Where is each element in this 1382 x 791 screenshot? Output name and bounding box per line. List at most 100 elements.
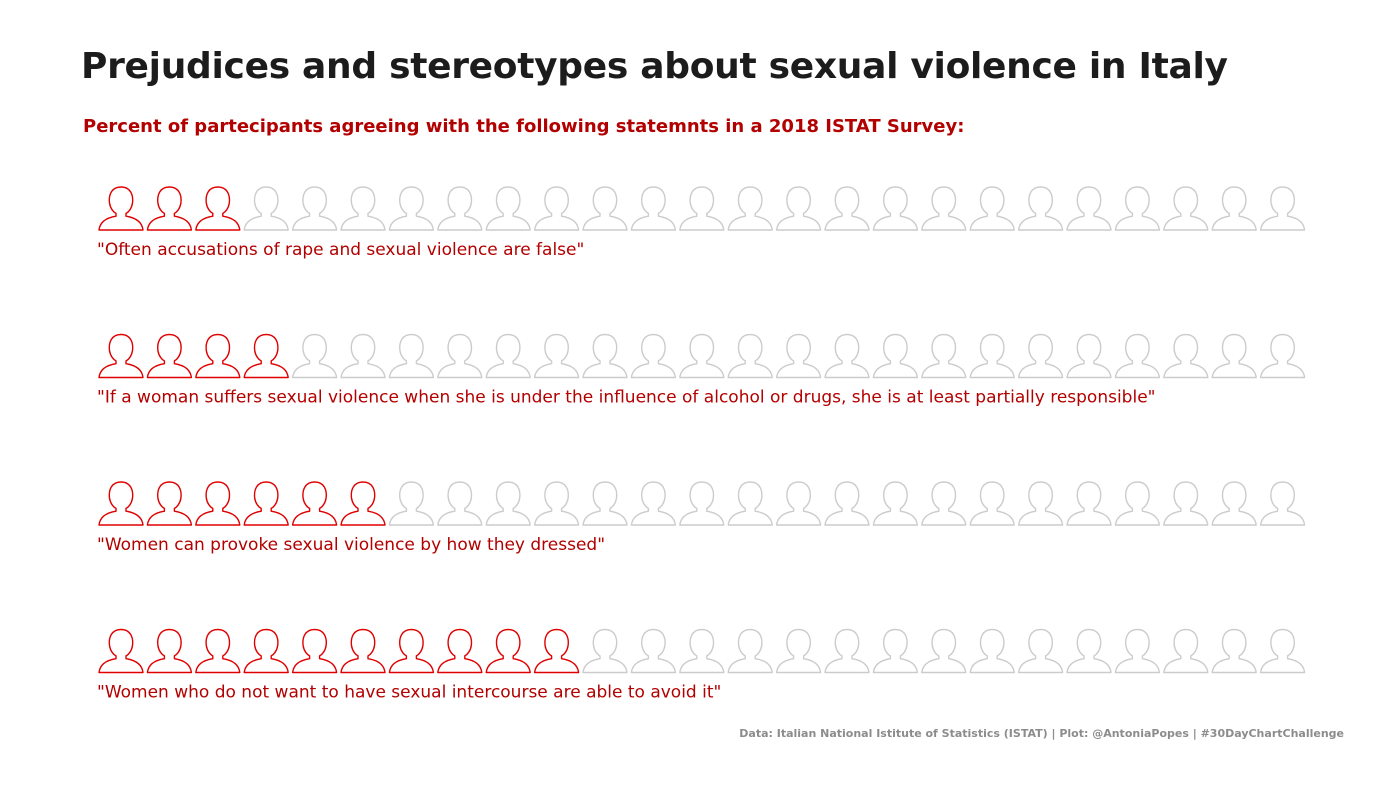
person-icon-other — [388, 481, 435, 526]
person-icon-other — [388, 333, 435, 379]
person-icon-agree — [485, 628, 531, 674]
person-icon-other — [872, 481, 919, 526]
person-icon-other — [1211, 186, 1257, 231]
person-icon-other — [775, 186, 822, 231]
person-icon-other — [485, 333, 531, 379]
person-icon-other — [1163, 186, 1209, 231]
chart-title: Prejudices and stereotypes about sexual … — [81, 46, 1228, 87]
person-icon-agree — [98, 481, 144, 526]
person-icon-other — [437, 333, 483, 379]
person-icon-agree — [243, 333, 289, 379]
person-icon-other — [1017, 628, 1064, 674]
person-icon-other — [1259, 481, 1306, 526]
person-icon-other — [1017, 333, 1064, 379]
person-icon-other — [921, 628, 967, 674]
pictogram-row: "Women who do not want to have sexual in… — [97, 628, 1306, 703]
person-icon-agree — [146, 186, 193, 231]
person-icon-other — [872, 186, 919, 231]
person-icon-other — [727, 481, 773, 526]
statement-label: "Often accusations of rape and sexual vi… — [97, 240, 584, 260]
person-icon-other — [437, 481, 483, 526]
person-icon-other — [824, 481, 870, 526]
person-icon-other — [679, 186, 725, 231]
person-icon-other — [630, 481, 677, 526]
person-icon-other — [1259, 628, 1306, 674]
person-icon-other — [1114, 186, 1161, 231]
person-icon-agree — [533, 628, 580, 674]
person-icon-other — [775, 333, 822, 379]
person-icon-other — [872, 333, 919, 379]
person-icon-agree — [291, 628, 338, 674]
person-icon-other — [1066, 333, 1112, 379]
person-icon-other — [388, 186, 435, 231]
person-icon-other — [243, 186, 289, 231]
pictogram-row: "If a woman suffers sexual violence when… — [97, 333, 1306, 408]
person-icon-other — [824, 628, 870, 674]
person-icon-other — [969, 333, 1015, 379]
person-icon-other — [1114, 481, 1161, 526]
person-icon-other — [533, 481, 580, 526]
person-icon-other — [727, 186, 773, 231]
person-icon-agree — [98, 628, 144, 674]
person-icon-other — [969, 186, 1015, 231]
person-icon-other — [533, 333, 580, 379]
person-icon-other — [1163, 481, 1209, 526]
person-icon-other — [1114, 333, 1161, 379]
person-icon-agree — [243, 481, 289, 526]
person-icon-other — [824, 333, 870, 379]
person-icon-agree — [195, 481, 241, 526]
person-icon-other — [630, 333, 677, 379]
person-icon-other — [1211, 481, 1257, 526]
person-icon-other — [727, 628, 773, 674]
person-icon-other — [727, 333, 773, 379]
person-icon-other — [533, 186, 580, 231]
person-icon-other — [437, 186, 483, 231]
person-icon-agree — [146, 481, 193, 526]
person-icon-other — [485, 481, 531, 526]
person-icon-other — [969, 481, 1015, 526]
source-caption: Data: Italian National Istitute of Stati… — [739, 727, 1344, 740]
person-icon-other — [485, 186, 531, 231]
person-icon-agree — [195, 186, 241, 231]
person-icon-other — [291, 186, 338, 231]
person-icon-other — [1211, 333, 1257, 379]
person-icon-agree — [291, 481, 338, 526]
person-icon-agree — [98, 333, 144, 379]
person-icon-other — [1017, 481, 1064, 526]
person-icon-other — [582, 628, 628, 674]
person-icon-agree — [243, 628, 289, 674]
person-icon-other — [775, 628, 822, 674]
person-icon-agree — [388, 628, 435, 674]
person-icon-other — [679, 628, 725, 674]
person-icon-other — [1259, 186, 1306, 231]
person-icon-other — [1017, 186, 1064, 231]
person-icon-other — [1163, 628, 1209, 674]
person-icon-agree — [340, 628, 386, 674]
person-icon-agree — [437, 628, 483, 674]
person-icon-other — [1066, 186, 1112, 231]
person-icon-other — [340, 186, 386, 231]
person-icon-other — [1114, 628, 1161, 674]
person-icon-agree — [340, 481, 386, 526]
person-icon-other — [630, 186, 677, 231]
person-icon-agree — [195, 333, 241, 379]
person-icon-other — [1211, 628, 1257, 674]
pictogram-row: "Women can provoke sexual violence by ho… — [97, 481, 1306, 555]
person-icon-other — [582, 186, 628, 231]
person-icon-other — [775, 481, 822, 526]
pictogram-row: "Often accusations of rape and sexual vi… — [97, 186, 1306, 260]
chart-subtitle: Percent of partecipants agreeing with th… — [83, 116, 965, 137]
person-icon-agree — [146, 333, 193, 379]
person-icon-other — [921, 333, 967, 379]
person-icon-agree — [146, 628, 193, 674]
person-icon-other — [582, 481, 628, 526]
person-icon-other — [1066, 628, 1112, 674]
statement-label: "Women can provoke sexual violence by ho… — [97, 535, 605, 555]
person-icon-other — [921, 186, 967, 231]
person-icon-other — [630, 628, 677, 674]
person-icon-other — [921, 481, 967, 526]
person-icon-other — [969, 628, 1015, 674]
person-icon-agree — [195, 628, 241, 674]
person-icon-other — [1259, 333, 1306, 379]
statement-label: "If a woman suffers sexual violence when… — [97, 388, 1155, 408]
